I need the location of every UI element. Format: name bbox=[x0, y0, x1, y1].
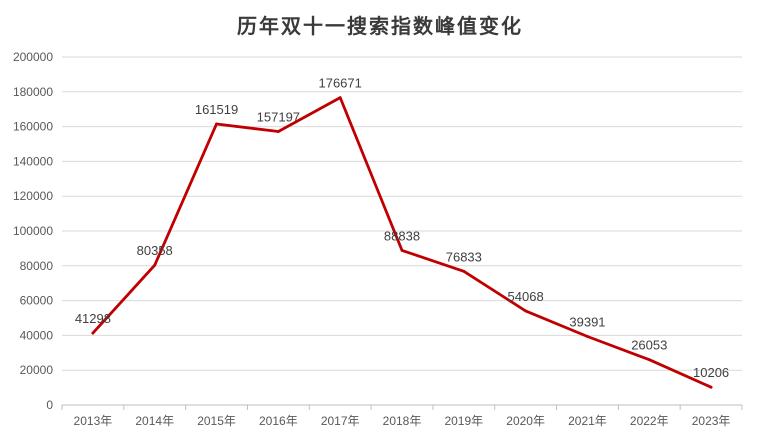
x-tick-label: 2020年 bbox=[506, 414, 545, 428]
data-point bbox=[709, 385, 713, 389]
gridlines bbox=[62, 56, 742, 371]
y-tick-label: 200000 bbox=[13, 50, 53, 64]
x-tick-label: 2021年 bbox=[568, 414, 607, 428]
data-label: 41298 bbox=[75, 311, 111, 326]
x-tick-label: 2013年 bbox=[74, 414, 113, 428]
x-tick-label: 2018年 bbox=[383, 414, 422, 428]
y-tick-label: 160000 bbox=[13, 120, 53, 134]
y-tick-label: 0 bbox=[46, 398, 53, 412]
y-tick-label: 20000 bbox=[20, 363, 54, 377]
series-layer bbox=[91, 96, 713, 389]
data-point bbox=[400, 249, 404, 252]
data-point bbox=[586, 335, 589, 338]
x-tick-label: 2017年 bbox=[321, 414, 360, 428]
x-tick-label: 2015年 bbox=[197, 414, 236, 428]
y-tick-label: 100000 bbox=[13, 224, 53, 238]
data-labels: 41298 80358 161519 157197 176671 88838 76833 54… bbox=[75, 76, 729, 381]
chart-title: 历年双十一搜索指数峰值变化 bbox=[237, 14, 523, 38]
x-tick-label: 2014年 bbox=[135, 414, 174, 428]
x-tick-label: 2022年 bbox=[630, 414, 669, 428]
data-label: 39391 bbox=[569, 314, 605, 329]
data-label: 176671 bbox=[318, 76, 361, 91]
data-label: 157197 bbox=[257, 109, 300, 124]
data-point bbox=[91, 331, 95, 335]
data-label: 54068 bbox=[508, 289, 544, 304]
y-tick-label: 180000 bbox=[13, 85, 53, 99]
data-point bbox=[462, 269, 466, 273]
data-point bbox=[215, 122, 218, 126]
data-point bbox=[276, 130, 280, 133]
x-tick-label: 2016年 bbox=[259, 414, 298, 428]
y-tick-label: 140000 bbox=[13, 154, 53, 168]
data-label: 80358 bbox=[137, 243, 173, 258]
data-point bbox=[153, 263, 157, 267]
y-tick-label: 60000 bbox=[20, 294, 54, 308]
data-point bbox=[338, 96, 342, 99]
y-tick-label: 80000 bbox=[20, 259, 54, 273]
y-tick-label: 120000 bbox=[13, 189, 53, 203]
data-label: 88838 bbox=[384, 228, 420, 243]
data-point bbox=[647, 358, 651, 362]
data-point bbox=[524, 309, 528, 313]
x-tick-label: 2023年 bbox=[692, 414, 731, 428]
data-label: 10206 bbox=[693, 365, 729, 380]
data-label: 76833 bbox=[446, 249, 482, 264]
x-tick-label: 2019年 bbox=[444, 414, 483, 428]
data-label: 26053 bbox=[631, 338, 667, 353]
axes: 0 20000 40000 60000 80000 100000 120000 140000 1… bbox=[13, 50, 743, 428]
data-label: 161519 bbox=[195, 102, 238, 117]
y-tick-label: 40000 bbox=[20, 328, 54, 342]
